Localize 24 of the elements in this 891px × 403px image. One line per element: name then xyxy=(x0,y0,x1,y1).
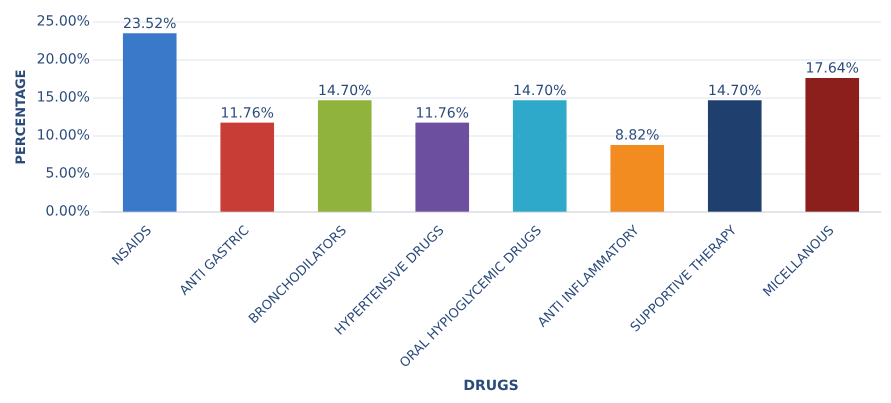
bar xyxy=(610,145,664,212)
bar xyxy=(805,78,860,212)
data-label: 17.64% xyxy=(806,60,859,77)
data-label: 14.70% xyxy=(708,82,762,99)
data-label: 8.82% xyxy=(615,128,660,144)
x-axis-title: DRUGS xyxy=(463,378,519,394)
data-label: 11.76% xyxy=(220,105,274,122)
bar xyxy=(220,122,274,212)
y-axis-title: PERCENTAGE xyxy=(14,69,30,165)
bar xyxy=(318,100,372,212)
y-tick-label: 10.00% xyxy=(36,128,90,144)
y-tick-label: 0.00% xyxy=(45,204,90,220)
y-tick-label: 15.00% xyxy=(36,90,90,106)
data-label: 14.70% xyxy=(513,82,566,99)
data-label: 14.70% xyxy=(318,82,372,99)
bar xyxy=(512,100,567,212)
bar xyxy=(122,33,177,212)
y-tick-label: 5.00% xyxy=(45,166,90,182)
data-label: 23.52% xyxy=(123,16,176,32)
data-label: 11.76% xyxy=(416,105,469,122)
y-tick-label: 25.00% xyxy=(36,14,90,30)
bar xyxy=(415,122,470,212)
bar xyxy=(708,100,762,212)
y-tick-label: 20.00% xyxy=(36,52,90,68)
